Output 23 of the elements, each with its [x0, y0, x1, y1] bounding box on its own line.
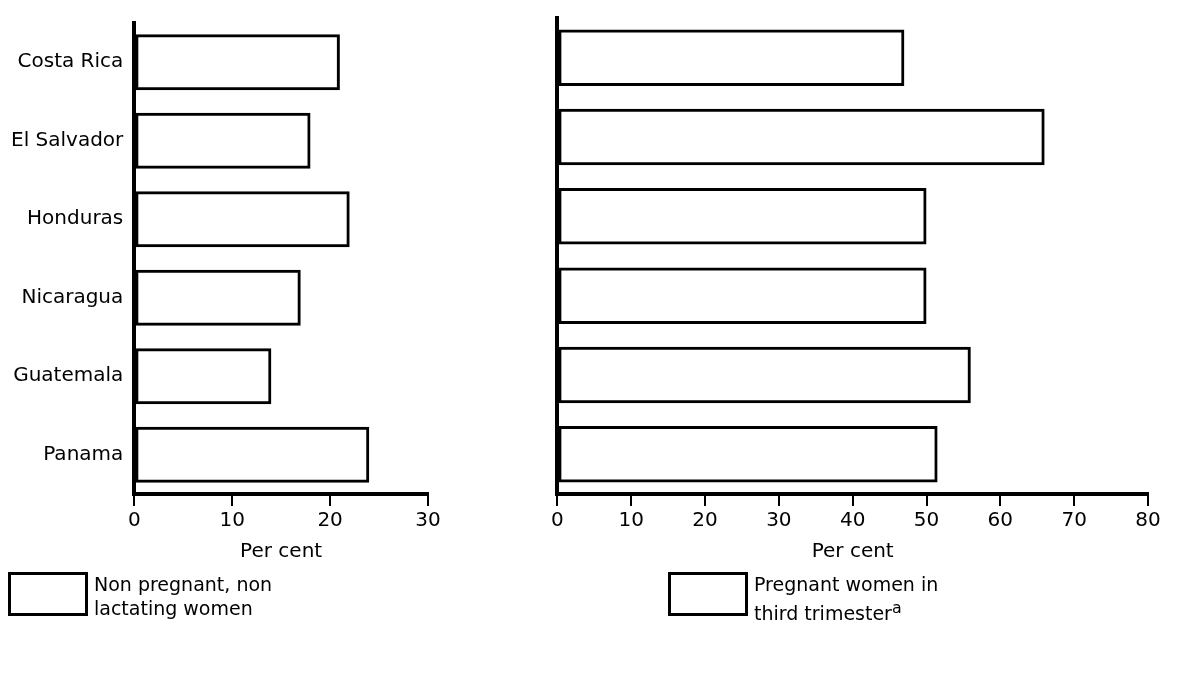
x-tick-label: 40 — [839, 507, 866, 532]
x-tick-label: 0 — [127, 507, 141, 532]
y-tick-label: Costa Rica — [17, 48, 124, 73]
x-tick-label: 0 — [551, 507, 564, 532]
x-axis-title: Per cent — [811, 538, 894, 563]
x-tick-label: 50 — [913, 507, 940, 532]
legend-label: Non pregnant, non lactating women — [94, 572, 274, 620]
x-tick-label: 20 — [692, 507, 718, 532]
x-tick-label: 20 — [317, 507, 343, 532]
x-tick-label: 30 — [415, 507, 441, 532]
y-tick-label: Guatemala — [13, 362, 124, 387]
y-tick-label: Honduras — [27, 205, 124, 230]
y-tick-label: Nicaragua — [21, 283, 124, 308]
x-axis-title: Per cent — [240, 538, 323, 563]
x-tick-label: 70 — [1061, 507, 1087, 532]
y-tick-label: El Salvador — [10, 126, 125, 151]
x-tick-label: 80 — [1135, 507, 1161, 532]
x-tick-label: 30 — [766, 507, 792, 532]
legend-label: Pregnant women in third trimester$^{a}$ — [754, 572, 940, 626]
x-tick-label: 10 — [618, 507, 644, 532]
x-tick-label: 60 — [987, 507, 1014, 532]
y-tick-label: Panama — [43, 440, 124, 465]
x-tick-label: 10 — [219, 507, 245, 532]
